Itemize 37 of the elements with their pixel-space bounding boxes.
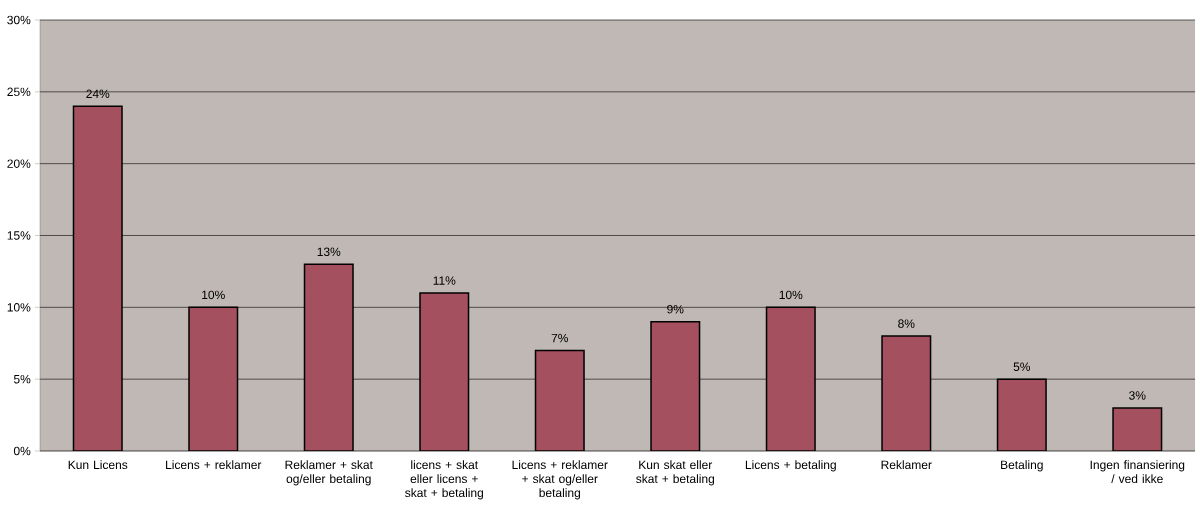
data-label: 7%: [551, 333, 569, 343]
y-tick-label: 10%: [7, 303, 31, 312]
data-label: 5%: [1013, 362, 1031, 371]
bar: [996, 378, 1047, 451]
y-tick-label: 25%: [7, 87, 31, 97]
x-tick-label: Reklamer: [881, 460, 932, 470]
y-tick-label: 5%: [13, 374, 31, 384]
data-label: 24%: [86, 89, 110, 99]
data-label: 9%: [667, 305, 684, 314]
x-tick-label: Betaling: [1001, 460, 1043, 472]
x-tick-label: Ingen finansiering / ved ikke: [1090, 460, 1185, 484]
x-tick-label: Kun skat eller skat + betaling: [636, 460, 715, 486]
x-tick-label: Licens + betaling: [745, 460, 836, 472]
data-label: 13%: [317, 247, 341, 257]
x-tick-label: Reklamer + skat og/eller betaling: [285, 460, 373, 486]
y-tick-label: 30%: [7, 15, 31, 25]
y-tick-label: 20%: [7, 159, 31, 168]
x-tick-label: Licens + reklamer + skat og/eller betaling: [512, 460, 608, 500]
data-label: 11%: [433, 276, 456, 285]
x-tick-label: Licens + reklamer: [166, 460, 262, 470]
bar: [534, 349, 585, 451]
bar: [765, 306, 816, 451]
y-tick-label: 0%: [13, 446, 31, 456]
bar: [1112, 407, 1163, 451]
bar: [72, 105, 123, 451]
data-label: 10%: [779, 290, 803, 300]
data-label: 8%: [898, 319, 915, 328]
data-label: 3%: [1129, 391, 1146, 400]
bar: [188, 306, 239, 451]
x-tick-label: licens + skat eller licens + skat + betaling: [405, 460, 484, 500]
data-label: 10%: [202, 290, 225, 300]
bar: [650, 320, 701, 451]
bar: [881, 335, 932, 451]
y-tick-label: 15%: [7, 231, 31, 240]
bar: [303, 263, 354, 451]
x-tick-label: Kun Licens: [68, 460, 128, 470]
bar: [419, 292, 470, 451]
